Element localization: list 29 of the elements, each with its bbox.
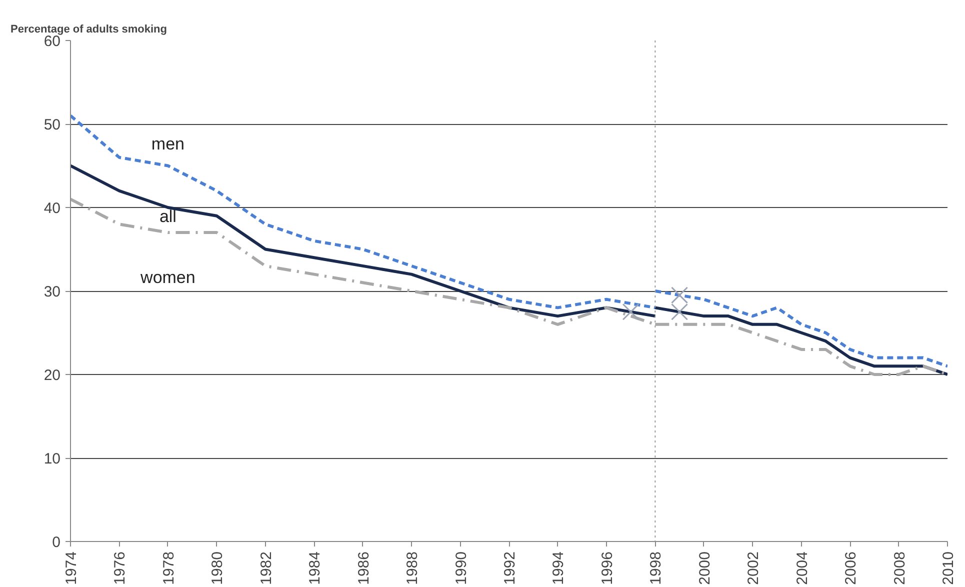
- y-tick-label: 30: [44, 284, 61, 300]
- x-tick-label: 2002: [745, 551, 762, 585]
- y-tick-label: 0: [52, 534, 60, 551]
- x-tick-label: 2004: [794, 551, 811, 585]
- y-tick-label: 10: [44, 450, 61, 468]
- x-tick-label: 1988: [404, 551, 422, 585]
- x-tick-label: 1994: [550, 551, 568, 585]
- x-tick-label: 2008: [891, 551, 908, 585]
- x-tick-label: 2006: [842, 551, 860, 585]
- x-tick-label: 2000: [696, 551, 714, 585]
- series-label: men: [151, 134, 184, 154]
- x-tick-label: 1982: [258, 551, 275, 585]
- x-tick-label: 1998: [648, 551, 665, 585]
- x-tick-label: 1990: [452, 551, 470, 585]
- x-tick-label: 1978: [160, 551, 178, 585]
- y-axis-title: Percentage of adults smoking: [10, 24, 167, 36]
- x-tick-label: 1980: [209, 551, 226, 585]
- text: women: [140, 268, 196, 288]
- x-tick-label: 1986: [355, 551, 372, 585]
- y-tick-label: 40: [44, 200, 61, 217]
- x-tick-label: 1976: [112, 551, 129, 585]
- y-tick-label: 50: [44, 116, 61, 134]
- series-label: all: [159, 207, 176, 226]
- x-tick-label: 1992: [502, 551, 518, 585]
- x-tick-label: 1974: [63, 551, 80, 585]
- x-tick-label: 1996: [598, 551, 616, 585]
- x-tick-label: 2010: [940, 551, 957, 585]
- x-tick-label: 1984: [306, 551, 324, 585]
- y-tick-label: 20: [44, 367, 61, 384]
